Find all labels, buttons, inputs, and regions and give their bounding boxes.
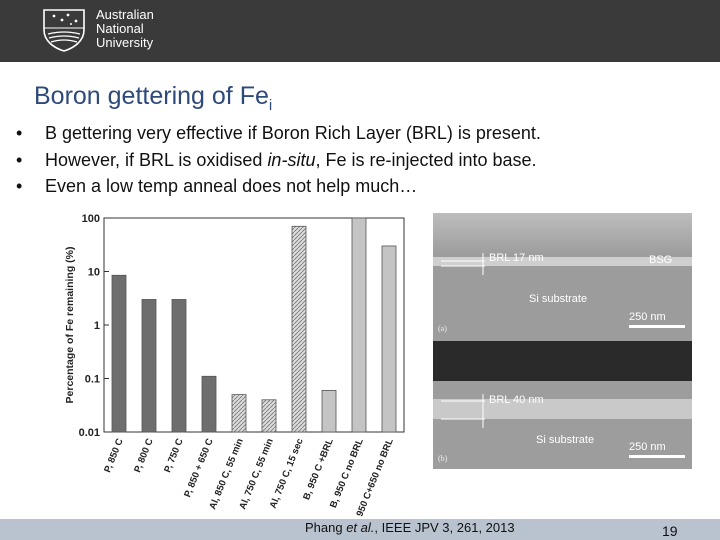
bar	[231, 394, 247, 433]
bullet-item: • B gettering very effective if Boron Ric…	[16, 123, 541, 150]
y-tick-label: 10	[88, 267, 100, 279]
x-tick-label: P, 850 C	[102, 437, 126, 474]
university-name-line: National	[96, 21, 144, 36]
bullet-text: B gettering very effective if Boron Rich…	[45, 123, 541, 143]
bar	[291, 225, 307, 433]
sem-substrate-label-b: Si substrate	[536, 434, 594, 446]
sem-panel-b	[433, 381, 692, 469]
bar	[141, 299, 157, 433]
bullet-item: • Even a low temp anneal does not help mu…	[16, 176, 541, 203]
y-tick-label: 0.1	[85, 374, 100, 386]
footer-bar	[0, 519, 720, 540]
scale-bar-b	[629, 455, 685, 458]
bullet-emphasis: in-situ	[267, 149, 316, 170]
slide-title-subscript: i	[268, 97, 273, 114]
fe-remaining-bar-chart: 100 10 1 0.1 0.01 Percentage of Fe remaining …	[64, 213, 405, 520]
citation: Phang et al., IEEE JPV 3, 261, 2013	[305, 520, 515, 535]
bullet-dot-icon: •	[16, 123, 23, 143]
bar	[321, 389, 337, 433]
bullet-dot-icon: •	[16, 149, 23, 170]
header-bar: Australian National University	[0, 0, 720, 62]
bullet-list: • B gettering very effective if Boron Ric…	[16, 123, 541, 203]
citation-text: Phang	[305, 520, 347, 535]
y-axis-label: Percentage of Fe remaining (%)	[64, 247, 76, 404]
sem-micrograph: BRL 17 nm BSG Si substrate 250 nm (a) BR…	[433, 213, 692, 469]
citation-tail: , IEEE JPV 3, 261, 2013	[374, 520, 515, 535]
y-tick-label: 1	[94, 320, 100, 332]
x-tick-label: P, 750 C	[162, 437, 186, 474]
slide-title: Boron gettering of Fei	[34, 82, 272, 114]
y-tick-label: 0.01	[79, 427, 100, 439]
sem-brl-label-a: BRL 17 nm	[489, 252, 544, 264]
university-name: Australian National University	[96, 8, 154, 50]
bar	[381, 245, 397, 433]
university-name-line: Australian	[96, 7, 154, 22]
sem-panel-label-a: (a)	[438, 324, 447, 333]
x-tick-label: P, 850 + 650 C	[182, 437, 216, 499]
slide-title-text: Boron gettering of Fe	[34, 82, 269, 110]
bar	[351, 217, 367, 433]
bar	[201, 375, 217, 433]
sem-bsg-label: BSG	[649, 254, 672, 266]
bullet-text: Even a low temp anneal does not help muc…	[45, 176, 418, 196]
bullet-item: • However, if BRL is oxidised in-situ, Fe…	[16, 150, 541, 177]
bullet-text-tail: , Fe is re-injected into base.	[315, 149, 537, 170]
sem-scale-label-b: 250 nm	[629, 441, 666, 453]
sem-substrate-label-a: Si substrate	[529, 293, 587, 305]
page-number: 19	[662, 523, 678, 539]
bullet-dot-icon: •	[16, 176, 23, 196]
bar	[111, 274, 127, 433]
x-tick-label: P, 800 C	[132, 437, 156, 474]
scale-bar-a	[629, 325, 685, 328]
x-tick-label: B, 950 C +BRL	[301, 437, 336, 502]
bar	[171, 299, 187, 433]
x-tick-label: Al, 750 C, 15 sec	[268, 437, 306, 510]
citation-emphasis: et al.	[346, 520, 375, 535]
sem-scale-label-a: 250 nm	[629, 311, 666, 323]
university-name-line: University	[96, 35, 154, 50]
bar	[261, 399, 277, 433]
sem-panel-label-b: (b)	[438, 454, 448, 463]
y-tick-label: 100	[82, 213, 100, 225]
sem-dark-band	[433, 341, 692, 381]
anu-crest-icon	[43, 9, 85, 52]
sem-brl-label-b: BRL 40 nm	[489, 394, 544, 406]
bullet-text: However, if BRL is oxidised	[45, 149, 268, 170]
